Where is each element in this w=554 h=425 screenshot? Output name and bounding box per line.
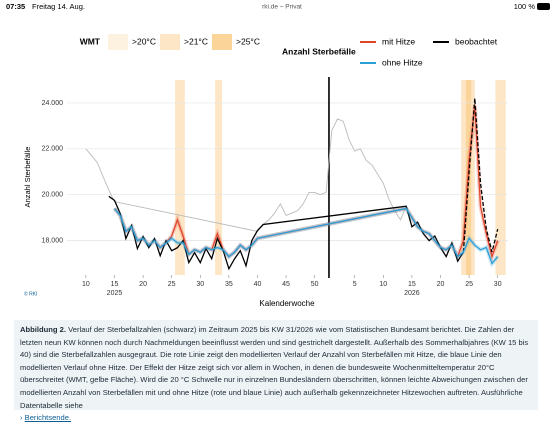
x-tick-label: 45 [282, 281, 290, 288]
caption-text: Verlauf der Sterbefallzahlen (schwarz) i… [20, 325, 529, 410]
wmt-swatch [108, 34, 128, 50]
wmt-title: WMT [80, 36, 101, 46]
x-tick-label: 5 [353, 281, 357, 288]
caption-label: Abbildung 2. [20, 325, 66, 334]
series-line [85, 118, 407, 232]
year-label: 2026 [404, 290, 420, 297]
wmt-swatch [160, 34, 180, 50]
heat-band [471, 80, 475, 275]
wmt-swatch [212, 34, 232, 50]
heat-band [215, 80, 223, 275]
y-tick-label: 18.000 [42, 237, 64, 244]
legend-label: mit Hitze [382, 36, 415, 46]
x-tick-label: 25 [168, 281, 176, 288]
heat-band [461, 80, 466, 275]
date: Freitag 14. Aug. [32, 2, 85, 11]
heat-band [495, 80, 506, 275]
x-tick-label: 20 [139, 281, 147, 288]
wmt-label: >25°C [236, 36, 260, 46]
time: 07:35 [6, 2, 25, 11]
legend-title: Anzahl Sterbefälle [282, 46, 356, 56]
x-axis-title: Kalenderwoche [259, 299, 315, 308]
x-tick-label: 50 [311, 281, 319, 288]
series-line-provisional [462, 98, 499, 253]
y-axis-title: Anzahl Sterbefälle [23, 147, 32, 208]
wmt-label: >21°C [184, 36, 208, 46]
year-label: 2025 [107, 290, 123, 297]
battery-icon [537, 3, 550, 10]
x-tick-label: 10 [379, 281, 387, 288]
wmt-label: >20°C [132, 36, 156, 46]
y-tick-label: 20.000 [42, 192, 64, 199]
chart: 07:35 Freitag 14. Aug. rki.de – Privat 1… [6, 2, 550, 308]
series-line [113, 207, 499, 265]
source: © RKI [24, 290, 37, 297]
x-tick-label: 40 [254, 281, 262, 288]
series-line [113, 105, 499, 259]
caption-link[interactable]: Berichtsende. [24, 413, 72, 423]
x-tick-label: 30 [494, 281, 502, 288]
url[interactable]: rki.de – Privat [262, 4, 302, 11]
x-tick-label: 20 [437, 281, 445, 288]
x-tick-label: 25 [465, 281, 473, 288]
x-tick-label: 15 [111, 281, 119, 288]
legend-label: beobachtet [455, 36, 498, 46]
y-tick-label: 22.000 [42, 146, 64, 153]
x-tick-label: 35 [225, 281, 233, 288]
heat-band [175, 80, 185, 275]
x-tick-label: 10 [82, 281, 90, 288]
battery: 100 % [514, 2, 536, 11]
x-tick-label: 15 [408, 281, 416, 288]
caption: Abbildung 2. Verlauf der Sterbefallzahle… [14, 320, 538, 422]
legend-label: ohne Hitze [382, 57, 423, 67]
series-halo [112, 206, 500, 268]
x-tick-label: 30 [196, 281, 204, 288]
y-tick-label: 24.000 [42, 100, 64, 107]
page: 07:35 Freitag 14. Aug. rki.de – Privat 1… [6, 1, 550, 423]
